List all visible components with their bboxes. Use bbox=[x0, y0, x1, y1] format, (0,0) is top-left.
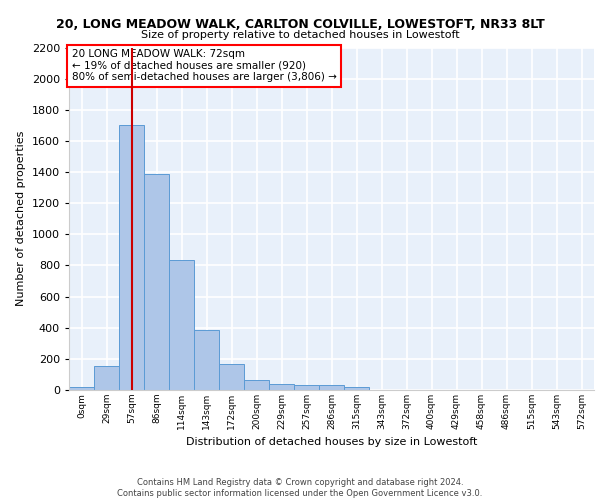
Text: Contains HM Land Registry data © Crown copyright and database right 2024.
Contai: Contains HM Land Registry data © Crown c… bbox=[118, 478, 482, 498]
Bar bbox=[295, 386, 319, 390]
X-axis label: Distribution of detached houses by size in Lowestoft: Distribution of detached houses by size … bbox=[186, 438, 477, 448]
Bar bbox=[269, 384, 293, 390]
Bar bbox=[169, 260, 194, 390]
Text: 20 LONG MEADOW WALK: 72sqm
← 19% of detached houses are smaller (920)
80% of sem: 20 LONG MEADOW WALK: 72sqm ← 19% of deta… bbox=[71, 49, 337, 82]
Text: Size of property relative to detached houses in Lowestoft: Size of property relative to detached ho… bbox=[140, 30, 460, 40]
Bar bbox=[94, 366, 119, 390]
Bar bbox=[119, 126, 143, 390]
Bar bbox=[145, 174, 169, 390]
Text: 20, LONG MEADOW WALK, CARLTON COLVILLE, LOWESTOFT, NR33 8LT: 20, LONG MEADOW WALK, CARLTON COLVILLE, … bbox=[56, 18, 544, 30]
Bar bbox=[194, 330, 218, 390]
Bar bbox=[244, 380, 269, 390]
Bar bbox=[319, 386, 344, 390]
Bar bbox=[70, 387, 94, 390]
Y-axis label: Number of detached properties: Number of detached properties bbox=[16, 131, 26, 306]
Bar bbox=[344, 387, 368, 390]
Bar bbox=[220, 364, 244, 390]
